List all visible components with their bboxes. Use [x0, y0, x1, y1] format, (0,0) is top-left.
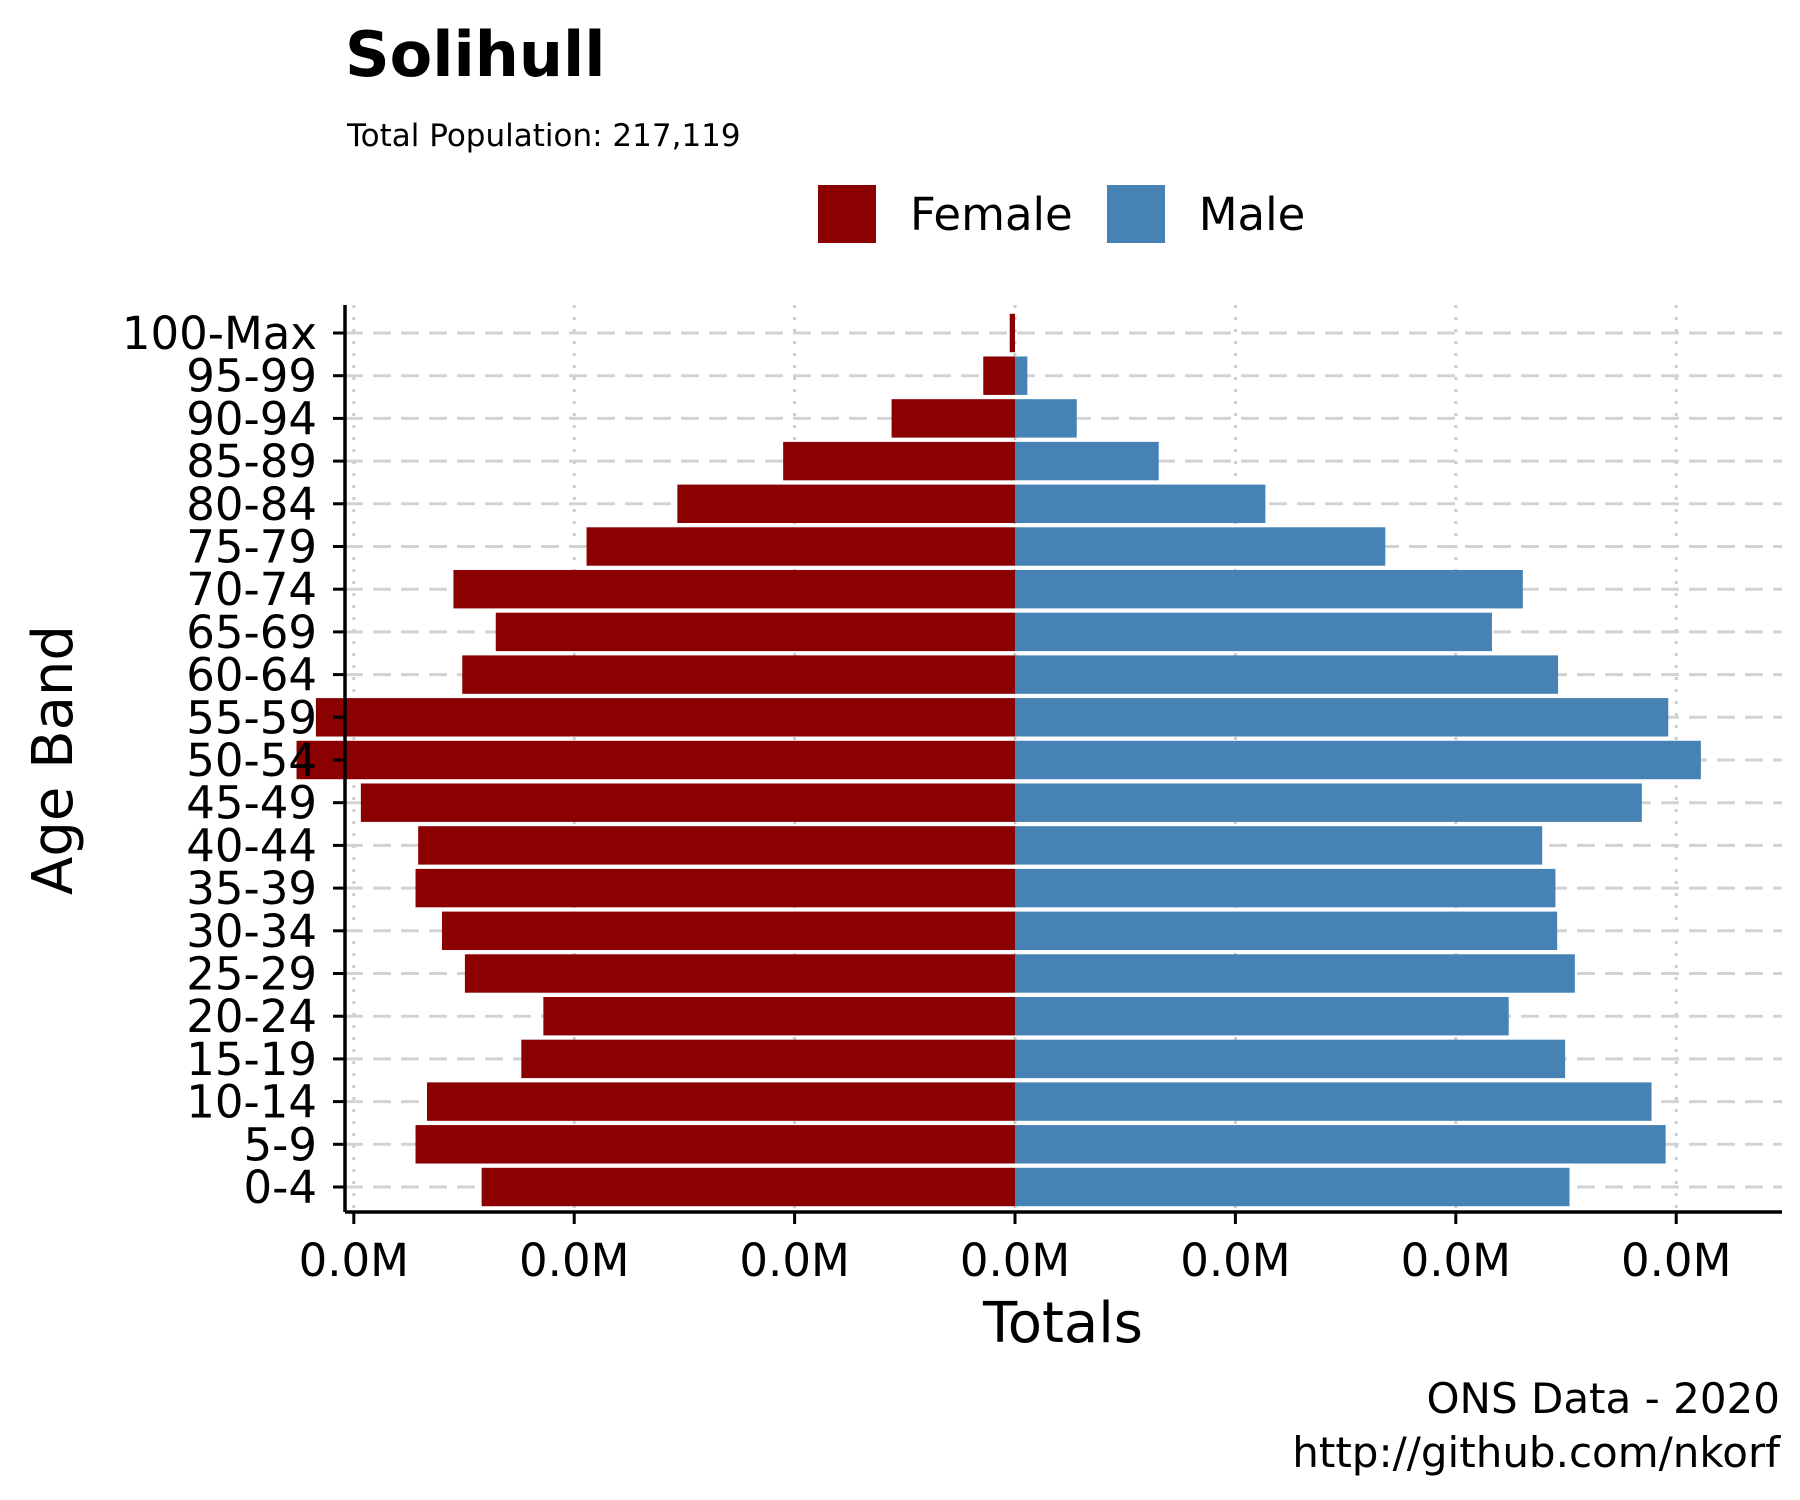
- chart-title: Solihull: [345, 18, 606, 91]
- bar-male-65-69: [1015, 612, 1492, 652]
- x-tick-label-0: 0.0M: [299, 1234, 409, 1287]
- bar-male-10-14: [1015, 1082, 1652, 1121]
- x-axis-label: Totals: [982, 1291, 1143, 1356]
- y-tick-label-90-94: 90-94: [186, 392, 317, 445]
- bar-male-35-39: [1015, 868, 1556, 908]
- legend: Female Male: [818, 182, 1339, 246]
- bar-female-15-19: [521, 1039, 1016, 1079]
- bar-male-80-84: [1015, 484, 1266, 524]
- y-tick-label-70-74: 70-74: [186, 563, 317, 616]
- x-tick-label-4: 0.0M: [1180, 1234, 1290, 1287]
- bar-female-100-Max: [1009, 313, 1016, 353]
- x-tick-label-5: 0.0M: [1401, 1234, 1511, 1287]
- tick-labels: 0-45-910-1415-1920-2425-2930-3435-3940-4…: [122, 307, 1732, 1287]
- x-tick-label-2: 0.0M: [739, 1234, 849, 1287]
- bar-female-0-4: [481, 1167, 1016, 1207]
- y-tick-label-25-29: 25-29: [186, 948, 317, 1001]
- bar-female-50-54: [296, 740, 1016, 780]
- bar-female-80-84: [677, 484, 1016, 524]
- bar-female-40-44: [418, 826, 1016, 865]
- bar-male-5-9: [1015, 1125, 1666, 1164]
- bar-male-30-34: [1015, 911, 1558, 951]
- chart-subtitle: Total Population: 217,119: [347, 118, 741, 154]
- bar-male-45-49: [1015, 783, 1642, 822]
- y-tick-label-65-69: 65-69: [186, 606, 317, 659]
- caption: ONS Data - 2020 http://github.com/nkorf: [1292, 1372, 1780, 1480]
- y-tick-label-5-9: 5-9: [244, 1118, 318, 1171]
- y-tick-label-10-14: 10-14: [186, 1076, 317, 1129]
- bar-male-85-89: [1015, 441, 1159, 481]
- bar-female-10-14: [426, 1082, 1016, 1121]
- y-tick-label-60-64: 60-64: [186, 649, 317, 702]
- bar-male-25-29: [1015, 954, 1575, 993]
- y-tick-label-15-19: 15-19: [186, 1033, 317, 1086]
- bar-female-55-59: [315, 698, 1016, 737]
- axes: [333, 305, 1782, 1224]
- bar-male-0-4: [1015, 1167, 1570, 1207]
- bar-female-45-49: [360, 783, 1016, 822]
- legend-swatch-male: [1106, 185, 1165, 243]
- legend-label-male: Male: [1198, 187, 1306, 241]
- bar-male-75-79: [1015, 527, 1386, 566]
- bar-male-90-94: [1015, 399, 1077, 438]
- x-tick-label-1: 0.0M: [519, 1234, 629, 1287]
- y-tick-label-55-59: 55-59: [186, 691, 317, 744]
- bar-female-60-64: [462, 655, 1016, 694]
- bar-male-55-59: [1015, 698, 1669, 737]
- y-tick-label-95-99: 95-99: [186, 350, 317, 403]
- bar-female-30-34: [441, 911, 1016, 951]
- bar-male-50-54: [1015, 740, 1701, 780]
- bar-male-40-44: [1015, 826, 1543, 865]
- bar-female-5-9: [415, 1125, 1016, 1164]
- y-tick-label-100-Max: 100-Max: [122, 307, 317, 360]
- legend-item-female: Female: [818, 185, 1073, 243]
- bar-female-35-39: [415, 868, 1016, 908]
- x-tick-label-3: 0.0M: [960, 1234, 1070, 1287]
- y-tick-label-0-4: 0-4: [244, 1161, 318, 1214]
- bar-female-20-24: [543, 996, 1016, 1036]
- y-tick-label-40-44: 40-44: [186, 819, 317, 872]
- bar-male-70-74: [1015, 569, 1523, 609]
- bar-male-60-64: [1015, 655, 1559, 694]
- x-tick-label-6: 0.0M: [1621, 1234, 1731, 1287]
- legend-item-male: Male: [1106, 185, 1306, 243]
- y-tick-label-85-89: 85-89: [186, 435, 317, 488]
- y-tick-label-75-79: 75-79: [186, 521, 317, 574]
- caption-line-url: http://github.com/nkorf: [1292, 1428, 1780, 1477]
- bar-male-20-24: [1015, 996, 1509, 1036]
- legend-swatch-female: [818, 185, 876, 243]
- y-tick-label-45-49: 45-49: [186, 777, 317, 830]
- y-tick-label-30-34: 30-34: [186, 905, 317, 958]
- bar-female-75-79: [586, 527, 1016, 566]
- bar-female-25-29: [464, 954, 1016, 993]
- bar-female-85-89: [783, 441, 1016, 481]
- y-tick-label-20-24: 20-24: [186, 990, 317, 1043]
- bar-female-65-69: [495, 612, 1016, 652]
- bar-female-70-74: [453, 569, 1016, 609]
- legend-label-female: Female: [910, 187, 1073, 241]
- y-tick-label-35-39: 35-39: [186, 862, 317, 915]
- y-tick-label-80-84: 80-84: [186, 478, 317, 531]
- bars: [296, 313, 1701, 1207]
- bar-female-95-99: [983, 356, 1016, 395]
- caption-line-source: ONS Data - 2020: [1426, 1374, 1780, 1423]
- y-axis-label: Age Band: [21, 625, 86, 895]
- bar-male-15-19: [1015, 1039, 1566, 1079]
- bar-male-95-99: [1015, 356, 1028, 395]
- y-tick-label-50-54: 50-54: [186, 734, 317, 787]
- bar-female-90-94: [891, 399, 1016, 438]
